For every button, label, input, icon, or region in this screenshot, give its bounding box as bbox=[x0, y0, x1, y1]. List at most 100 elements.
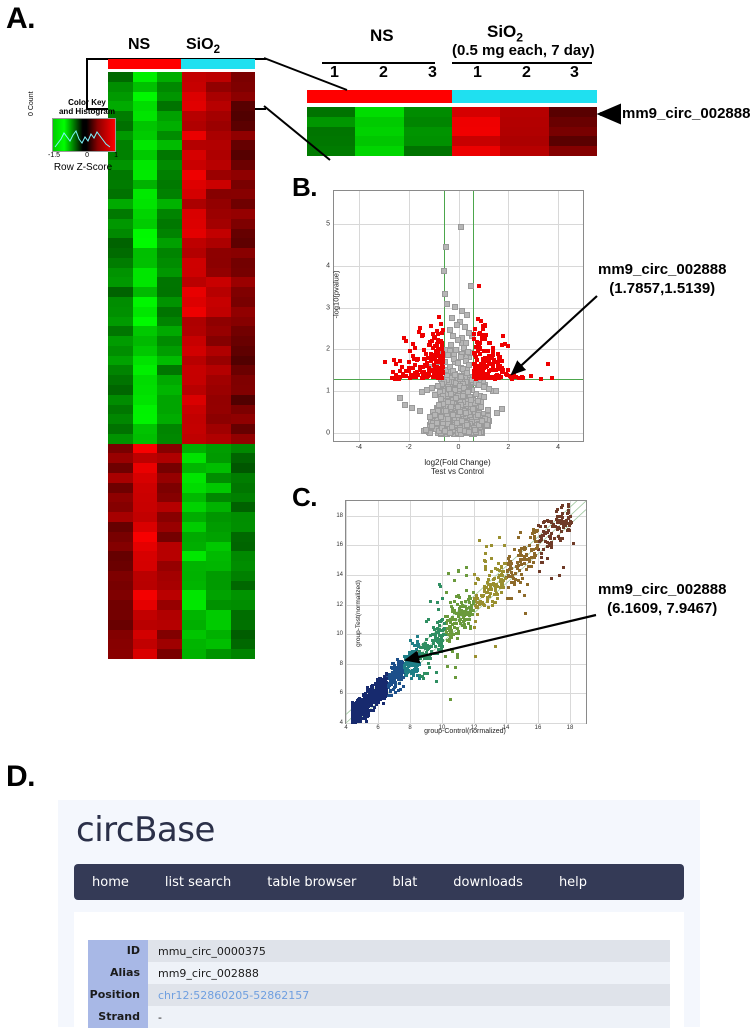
heatmap-cell bbox=[108, 521, 133, 532]
heatmap-cell bbox=[181, 531, 206, 542]
scatter-point bbox=[359, 719, 363, 723]
volcano-point-significant bbox=[401, 336, 406, 341]
group-bar-sio2 bbox=[181, 59, 255, 69]
heatmap-cell bbox=[157, 482, 182, 493]
circbase-nav-home[interactable]: home bbox=[92, 874, 129, 890]
scatter-point bbox=[429, 633, 433, 637]
heatmap-cell bbox=[157, 600, 182, 610]
volcano-point-significant bbox=[474, 376, 479, 381]
heatmap-cell bbox=[206, 257, 231, 268]
heatmap-cell bbox=[181, 502, 206, 513]
volcano-point-ns bbox=[456, 426, 463, 433]
heatmap-cell bbox=[181, 365, 206, 376]
heatmap-cell bbox=[132, 414, 157, 425]
heatmap-cell bbox=[181, 551, 206, 562]
volcano-point-significant bbox=[506, 368, 511, 373]
scatter-point bbox=[411, 670, 415, 674]
scatter-point bbox=[557, 526, 561, 530]
scatter-point bbox=[435, 600, 439, 604]
heatmap-main-grid bbox=[108, 72, 255, 659]
circbase-nav-help[interactable]: help bbox=[558, 874, 588, 890]
heatmap-cell bbox=[230, 365, 255, 376]
heatmap-cell bbox=[108, 453, 133, 464]
volcano-point-significant bbox=[436, 314, 441, 319]
circbase-row-value-position[interactable]: chr12:52860205-52862157 bbox=[158, 988, 310, 1002]
scatter-point bbox=[475, 577, 479, 581]
scatter-point bbox=[505, 597, 509, 601]
scatter-point-outlier bbox=[483, 564, 487, 568]
circbase-nav-blat[interactable]: blat bbox=[392, 874, 418, 890]
volcano-y-tick: 5 bbox=[326, 220, 330, 228]
heatmap-cell bbox=[206, 649, 231, 659]
heatmap-cell bbox=[108, 414, 133, 425]
scatter-point bbox=[355, 699, 359, 703]
volcano-point-ns bbox=[437, 396, 444, 403]
circbase-nav-downloads[interactable]: downloads bbox=[453, 874, 523, 890]
volcano-point-ns bbox=[452, 372, 459, 379]
volcano-point-ns bbox=[432, 391, 439, 398]
heatmap-cell bbox=[132, 365, 157, 376]
scatter-point bbox=[538, 525, 542, 529]
circbase-table-row: Strand - bbox=[88, 1006, 670, 1028]
heatmap-cell bbox=[181, 238, 206, 249]
heatmap-cell bbox=[132, 531, 157, 542]
heatmap-cell bbox=[355, 107, 404, 117]
heatmap-cell bbox=[230, 424, 255, 434]
volcano-point-significant bbox=[412, 346, 417, 351]
scatter-point bbox=[435, 679, 439, 683]
scatter-point bbox=[497, 575, 501, 579]
heatmap-cell bbox=[108, 101, 133, 112]
scatter-y-tick: 4 bbox=[339, 720, 343, 726]
heatmap-cell bbox=[108, 189, 133, 200]
scatter-point bbox=[439, 647, 443, 651]
volcano-point-significant bbox=[393, 376, 397, 381]
volcano-point-significant bbox=[549, 375, 554, 380]
scatter-point bbox=[467, 594, 471, 598]
volcano-point-significant bbox=[427, 373, 432, 378]
circbase-nav-table-browser[interactable]: table browser bbox=[267, 874, 357, 890]
heatmap-cell bbox=[132, 169, 157, 180]
heatmap-cell bbox=[206, 521, 231, 532]
heatmap-cell bbox=[108, 424, 133, 434]
volcano-point-significant bbox=[411, 353, 416, 358]
scatter-point bbox=[393, 684, 397, 688]
heatmap-cell bbox=[108, 473, 133, 483]
volcano-point-significant bbox=[438, 321, 443, 326]
volcano-point-ns bbox=[465, 389, 472, 395]
volcano-point-significant bbox=[420, 333, 425, 338]
heatmap-cell bbox=[108, 345, 133, 356]
volcano-point-significant bbox=[489, 362, 494, 367]
volcano-point-significant bbox=[417, 364, 422, 369]
heatmap-cell bbox=[230, 649, 255, 659]
scatter-point bbox=[476, 597, 480, 601]
volcano-point-significant bbox=[437, 353, 442, 358]
volcano-point-ns bbox=[459, 307, 466, 314]
volcano-y-tick: 4 bbox=[326, 262, 330, 270]
scatter-point bbox=[465, 565, 469, 569]
heatmap-cell bbox=[132, 609, 157, 620]
scatter-point bbox=[425, 638, 429, 642]
heatmap-cell bbox=[230, 199, 255, 209]
volcano-x-label-line1: log2(Fold Change) bbox=[424, 458, 491, 467]
heatmap-cell bbox=[181, 120, 206, 131]
heatmap-column bbox=[132, 72, 157, 659]
heatmap-cell bbox=[230, 531, 255, 542]
volcano-y-tick: 0 bbox=[326, 429, 330, 437]
heatmap-cell bbox=[206, 492, 231, 503]
circbase-nav-list-search[interactable]: list search bbox=[164, 874, 232, 890]
heatmap-cell bbox=[230, 521, 255, 532]
scatter-point bbox=[558, 519, 562, 523]
circbase-navbar[interactable]: home list search table browser blat download… bbox=[74, 864, 684, 900]
heatmap-cell bbox=[206, 228, 231, 239]
volcano-point-significant bbox=[481, 365, 486, 370]
heatmap-zoom-label-sio2: SiO2 bbox=[487, 22, 524, 45]
scatter-point bbox=[537, 570, 541, 574]
heatmap-cell bbox=[157, 326, 182, 337]
heatmap-cell bbox=[108, 179, 133, 190]
scatter-point bbox=[473, 582, 477, 586]
heatmap-cell bbox=[230, 600, 255, 610]
scatter-point bbox=[452, 622, 456, 626]
scatter-point bbox=[482, 593, 486, 597]
heatmap-cell bbox=[230, 179, 255, 190]
volcano-point-significant bbox=[487, 341, 492, 346]
